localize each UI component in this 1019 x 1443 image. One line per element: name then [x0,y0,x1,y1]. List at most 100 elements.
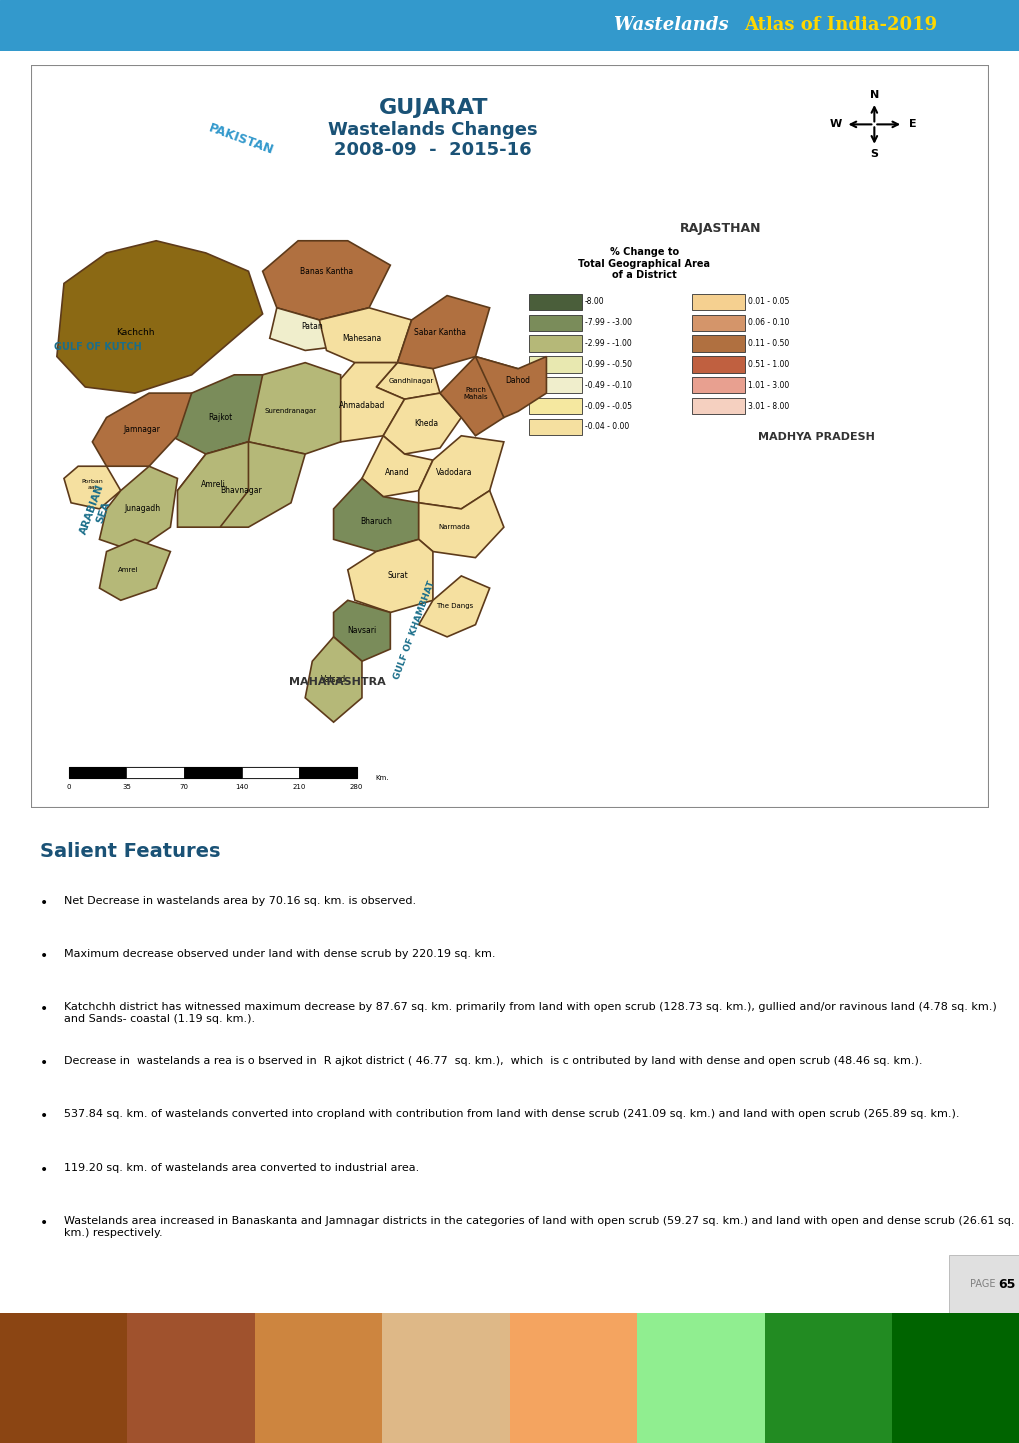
Polygon shape [64,466,120,509]
Text: PAKISTAN: PAKISTAN [207,121,275,157]
Polygon shape [347,540,432,612]
Bar [510,1313,637,1443]
Text: Patan: Patan [302,322,323,330]
Polygon shape [319,307,412,362]
Polygon shape [376,362,439,400]
Text: Kheda: Kheda [414,418,437,429]
Text: Mahesana: Mahesana [342,333,381,343]
Text: 3.01 - 8.00: 3.01 - 8.00 [747,401,789,411]
Text: •: • [40,949,48,962]
Bar [183,768,242,778]
Text: Surendranagar: Surendranagar [265,408,317,414]
Text: Anand: Anand [385,468,410,476]
Bar [127,1313,255,1443]
Polygon shape [249,362,340,455]
Polygon shape [305,636,362,722]
Polygon shape [419,576,489,636]
Text: Katchchh district has witnessed maximum decrease by 87.67 sq. km. primarily from: Katchchh district has witnessed maximum … [64,1003,996,1025]
Polygon shape [383,392,461,455]
Text: •: • [40,896,48,909]
Text: ARABIAN
SEA: ARABIAN SEA [78,482,117,540]
Text: E: E [908,120,916,130]
Bar [242,768,299,778]
Bar [529,356,582,372]
Text: Surat: Surat [386,571,408,580]
Polygon shape [177,442,305,527]
Bar [692,294,744,310]
Polygon shape [177,442,249,527]
Text: Wastelands Changes: Wastelands Changes [328,121,538,139]
Text: Ahmadabad: Ahmadabad [338,401,385,410]
Bar [382,1313,510,1443]
Polygon shape [439,356,518,436]
Text: 537.84 sq. km. of wastelands converted into cropland with contribution from land: 537.84 sq. km. of wastelands converted i… [64,1110,959,1120]
Text: Net Decrease in wastelands area by 70.16 sq. km. is observed.: Net Decrease in wastelands area by 70.16… [64,896,416,906]
Text: •: • [40,1056,48,1069]
Polygon shape [419,436,503,509]
Text: 65: 65 [998,1277,1015,1291]
Polygon shape [319,362,405,442]
Text: GULF OF KHAMBHAT: GULF OF KHAMBHAT [391,579,436,680]
Text: -2.99 - -1.00: -2.99 - -1.00 [584,339,631,348]
Bar [529,418,582,434]
Text: -0.49 - -0.10: -0.49 - -0.10 [584,381,631,390]
Text: -8.00: -8.00 [584,297,604,306]
Bar [692,335,744,352]
Text: Maximum decrease observed under land with dense scrub by 220.19 sq. km.: Maximum decrease observed under land wit… [64,949,495,960]
Text: -0.09 - -0.05: -0.09 - -0.05 [584,401,631,411]
Text: -0.04 - 0.00: -0.04 - 0.00 [584,423,629,431]
Polygon shape [419,491,503,557]
Polygon shape [57,241,262,392]
Polygon shape [99,466,177,551]
Polygon shape [93,392,192,466]
Polygon shape [333,600,390,661]
Bar [529,294,582,310]
Text: Amreli: Amreli [201,481,225,489]
Text: PAGE: PAGE [969,1280,998,1289]
Text: Vadodara: Vadodara [435,468,472,476]
Text: Bharuch: Bharuch [360,517,391,525]
Text: 0.01 - 0.05: 0.01 - 0.05 [747,297,789,306]
Text: Wastelands area increased in Banaskanta and Jamnagar districts in the categories: Wastelands area increased in Banaskanta … [64,1216,1014,1238]
Text: S: S [869,149,877,159]
Text: % Change to
Total Geographical Area
of a District: % Change to Total Geographical Area of a… [578,247,709,280]
Polygon shape [170,375,262,455]
Text: Atlas of India-2019: Atlas of India-2019 [744,16,936,35]
Bar [692,377,744,394]
Bar [69,768,126,778]
Bar [692,398,744,414]
Text: Panch
Mahals: Panch Mahals [463,387,487,400]
Polygon shape [99,540,170,600]
Text: W: W [829,120,842,130]
Bar [637,1313,764,1443]
Text: Valsad: Valsad [321,675,345,684]
Text: Rajkot: Rajkot [208,413,232,421]
Text: Banas Kantha: Banas Kantha [300,267,353,276]
Text: Gandhinagar: Gandhinagar [388,378,434,384]
Text: 0: 0 [66,785,71,791]
Text: Km.: Km. [375,775,389,781]
Text: 210: 210 [292,785,306,791]
Polygon shape [475,356,546,417]
Bar [529,315,582,330]
Text: 0.11 - 0.50: 0.11 - 0.50 [747,339,789,348]
Text: Porban
aar: Porban aar [82,479,103,491]
Text: 0.51 - 1.00: 0.51 - 1.00 [747,359,789,369]
Bar [529,377,582,394]
Bar [692,315,744,330]
Text: MAHARASHTRA: MAHARASHTRA [288,677,385,687]
Text: •: • [40,1163,48,1177]
Text: Junagadh: Junagadh [124,505,160,514]
Polygon shape [269,307,369,351]
Text: 2008-09  -  2015-16: 2008-09 - 2015-16 [334,141,532,159]
Text: Bhavnagar: Bhavnagar [220,486,262,495]
Bar [69,768,357,778]
Bar [255,1313,382,1443]
Bar [529,398,582,414]
Bar [692,356,744,372]
Text: •: • [40,1216,48,1231]
Text: Kachchh: Kachchh [115,328,154,336]
Text: 119.20 sq. km. of wastelands area converted to industrial area.: 119.20 sq. km. of wastelands area conver… [64,1163,419,1173]
Text: -0.99 - -0.50: -0.99 - -0.50 [584,359,631,369]
Bar [0,1313,127,1443]
